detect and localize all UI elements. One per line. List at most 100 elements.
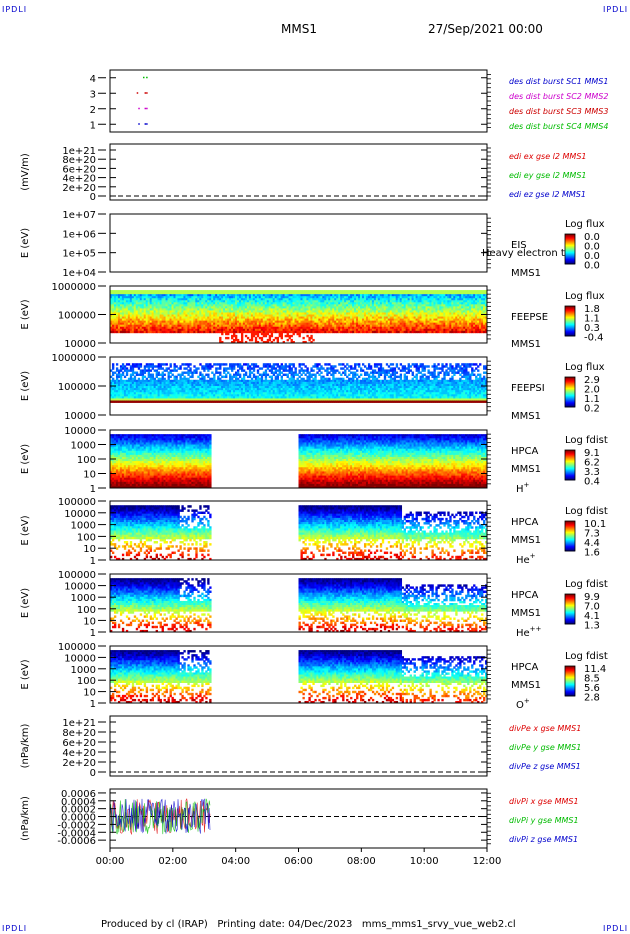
- heatmap-cell: [393, 324, 397, 328]
- heatmap-cell: [300, 310, 303, 313]
- heatmap-cell: [248, 292, 252, 295]
- heatmap-cell: [165, 392, 168, 395]
- heatmap-cell: [423, 302, 426, 305]
- heatmap-cell: [189, 322, 192, 326]
- heatmap-cell: [270, 290, 274, 293]
- heatmap-cell: [318, 298, 321, 301]
- heatmap-cell: [274, 308, 278, 311]
- heatmap-cell: [463, 312, 466, 315]
- heatmap-cell: [167, 298, 170, 301]
- colorbar-cell: [565, 323, 575, 325]
- heatmap-cell: [369, 324, 373, 328]
- heatmap-cell: [215, 328, 218, 332]
- heatmap-cell: [248, 300, 252, 303]
- heatmap-cell: [324, 312, 327, 315]
- heatmap-cell: [326, 304, 329, 307]
- heatmap-cell: [417, 310, 420, 313]
- heatmap-cell: [431, 300, 434, 303]
- heatmap-cell: [268, 322, 272, 326]
- heatmap-cell: [213, 292, 216, 295]
- heatmap-cell: [344, 296, 347, 299]
- heatmap-cell: [481, 326, 484, 330]
- heatmap-cell: [129, 302, 133, 305]
- heatmap-cell: [276, 336, 280, 340]
- heatmap-cell: [403, 298, 406, 301]
- heatmap-cell: [459, 292, 462, 295]
- heatmap-cell: [175, 369, 178, 372]
- heatmap-cell: [338, 324, 341, 328]
- heatmap-cell: [155, 386, 158, 389]
- heatmap-cell: [417, 298, 420, 301]
- heatmap-cell: [475, 302, 478, 305]
- heatmap-cell: [399, 330, 403, 334]
- colorbar-cell: [565, 307, 575, 309]
- heatmap-cell: [135, 394, 139, 397]
- heatmap-cell: [139, 398, 143, 401]
- heatmap-cell: [350, 310, 353, 313]
- heatmap-cell: [401, 302, 405, 305]
- heatmap-cell: [209, 322, 212, 326]
- heatmap-cell: [278, 316, 281, 319]
- heatmap-cell: [320, 330, 323, 334]
- heatmap-cell: [481, 310, 484, 313]
- heatmap-cell: [191, 308, 194, 311]
- heatmap-cell: [475, 326, 478, 330]
- heatmap-cell: [338, 306, 341, 309]
- heatmap-cell: [111, 328, 115, 332]
- heatmap-cell: [385, 320, 389, 323]
- heatmap-cell: [155, 306, 158, 309]
- heatmap-cell: [199, 312, 202, 315]
- heatmap-cell: [193, 318, 196, 321]
- heatmap-cell: [282, 296, 285, 299]
- heatmap-cell: [110, 328, 113, 332]
- heatmap-cell: [314, 324, 317, 328]
- heatmap-cell: [316, 306, 319, 309]
- heatmap-cell: [213, 308, 216, 311]
- heatmap-cell: [211, 324, 214, 328]
- heatmap-cell: [340, 294, 343, 297]
- heatmap-cell: [119, 308, 123, 311]
- heatmap-cell: [471, 300, 474, 303]
- heatmap-cell: [334, 296, 337, 299]
- heatmap-cell: [165, 304, 168, 307]
- heatmap-cell: [159, 290, 162, 293]
- heatmap-cell: [171, 369, 174, 372]
- heatmap-cell: [254, 338, 258, 342]
- heatmap-cell: [153, 300, 156, 303]
- heatmap-cell: [233, 332, 236, 336]
- heatmap-cell: [471, 330, 474, 334]
- heatmap-cell: [110, 310, 113, 313]
- heatmap-cell: [229, 312, 232, 315]
- heatmap-cell: [453, 298, 456, 301]
- heatmap-cell: [389, 302, 393, 305]
- heatmap-cell: [246, 336, 250, 340]
- heatmap-cell: [369, 290, 373, 293]
- heatmap-cell: [336, 330, 339, 334]
- heatmap-cell: [133, 324, 137, 328]
- heatmap-cell: [477, 308, 480, 311]
- overlay-label: Heavy electron to: [482, 248, 571, 259]
- heatmap-cell: [205, 316, 208, 319]
- heatmap-cell: [379, 296, 383, 299]
- heatmap-cell: [336, 296, 339, 299]
- heatmap-cell: [111, 330, 115, 334]
- heatmap-cell: [352, 328, 355, 332]
- heatmap-cell: [435, 316, 438, 319]
- heatmap-cell: [443, 324, 446, 328]
- heatmap-cell: [409, 292, 412, 295]
- heatmap-cell: [401, 290, 405, 293]
- heatmap-cell: [211, 294, 214, 297]
- heatmap-cell: [316, 304, 319, 307]
- heatmap-cell: [358, 298, 361, 301]
- heatmap-cell: [145, 326, 149, 330]
- heatmap-cell: [191, 312, 194, 315]
- heatmap-cell: [240, 332, 244, 336]
- heatmap-cell: [225, 308, 228, 311]
- heatmap-cell: [419, 314, 422, 317]
- heatmap-cell: [143, 296, 147, 299]
- heatmap-cell: [225, 296, 228, 299]
- heatmap-cell: [173, 314, 176, 317]
- heatmap-cell: [246, 296, 250, 299]
- heatmap-cell: [467, 322, 470, 326]
- heatmap-cell: [141, 381, 145, 385]
